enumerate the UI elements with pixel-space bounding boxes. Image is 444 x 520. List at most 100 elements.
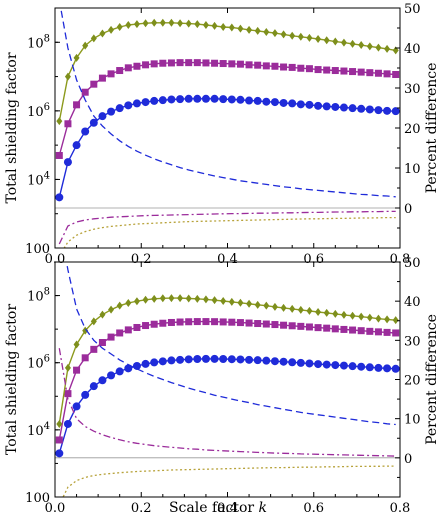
series-1-point-35 <box>357 68 365 76</box>
series-2-point-33 <box>340 310 347 319</box>
series-0-point-14 <box>176 95 185 104</box>
right-tick-label-3: 30 <box>404 82 421 97</box>
series-2-point-30 <box>315 34 322 43</box>
right-axis-title: Percent difference <box>424 314 440 445</box>
series-2-point-3 <box>82 326 89 335</box>
series-0-point-15 <box>184 94 193 103</box>
series-2-point-31 <box>323 36 330 45</box>
series-0-point-17 <box>201 354 210 363</box>
series-2-point-21 <box>237 298 244 307</box>
series-2-point-11 <box>151 18 158 27</box>
series-1-point-18 <box>211 59 219 67</box>
series-0-point-4 <box>89 118 98 127</box>
series-1-point-32 <box>331 325 339 333</box>
series-1-point-19 <box>219 60 227 68</box>
series-0-point-22 <box>245 355 254 364</box>
series-3-dashed-line <box>60 8 396 198</box>
series-0-point-2 <box>72 402 81 411</box>
series-1-point-30 <box>314 324 322 332</box>
series-0-point-16 <box>193 94 202 103</box>
series-1-point-15 <box>185 59 193 67</box>
tick-base: 10 <box>27 290 44 305</box>
series-0-point-38 <box>383 106 392 115</box>
series-1-point-9 <box>133 62 141 70</box>
series-1-point-38 <box>383 328 391 336</box>
series-0-point-30 <box>314 360 323 369</box>
left-tick-label-1: 104 <box>27 170 50 188</box>
series-0-point-9 <box>132 99 141 108</box>
series-1-point-3 <box>81 88 89 96</box>
series-0-point-5 <box>98 112 107 121</box>
series-0-point-29 <box>305 359 314 368</box>
series-1-point-29 <box>305 65 313 73</box>
series-1-point-12 <box>159 319 167 327</box>
series-0-point-6 <box>107 371 116 380</box>
x-axis-label-text: Scale factor <box>169 500 259 516</box>
series-2-point-10 <box>142 19 149 28</box>
series-2-point-34 <box>349 39 356 48</box>
plot-area <box>55 8 400 248</box>
series-0-point-5 <box>98 376 107 385</box>
series-1-point-2 <box>73 366 81 374</box>
series-1-point-4 <box>90 345 98 353</box>
series-1-line <box>58 61 396 156</box>
right-tick-label-0: 0 <box>404 452 412 467</box>
series-2-line <box>58 22 396 122</box>
series-2-point-35 <box>358 312 365 321</box>
series-0-point-1 <box>63 419 72 428</box>
series-0-point-36 <box>365 363 374 372</box>
series-1-point-19 <box>219 318 227 326</box>
series-2-point-7 <box>116 301 123 310</box>
series-0-line <box>58 358 396 454</box>
series-0-point-3 <box>81 127 90 136</box>
series-0-point-38 <box>383 364 392 373</box>
series-1-point-1 <box>64 120 72 128</box>
x-tick-label-0: 0.0 <box>45 501 66 516</box>
series-1-point-5 <box>98 339 106 347</box>
series-1-point-36 <box>366 327 374 335</box>
top-panel: 0.0 0.2 0.4 0.6 0.810010410610801020304050To… <box>4 2 440 267</box>
series-1-point-5 <box>98 74 106 82</box>
series-0-point-33 <box>339 103 348 112</box>
series-0-point-29 <box>305 100 314 109</box>
series-2-point-16 <box>194 294 201 303</box>
series-0-point-25 <box>270 98 279 107</box>
series-1-point-37 <box>374 328 382 336</box>
series-2-point-24 <box>263 301 270 310</box>
series-0-point-6 <box>107 107 116 116</box>
series-0-point-28 <box>296 100 305 109</box>
series-0-point-31 <box>322 102 331 111</box>
right-axis-title: Percent difference <box>424 63 440 194</box>
right-tick-label-1: 10 <box>404 162 421 177</box>
series-1-point-14 <box>176 59 184 67</box>
series-2-point-18 <box>211 21 218 30</box>
series-0-point-9 <box>132 361 141 370</box>
series-1-point-36 <box>366 69 374 77</box>
series-1-point-31 <box>323 66 331 74</box>
series-0-point-26 <box>279 98 288 107</box>
x-tick-label-2: 0.4 <box>217 501 238 516</box>
series-0-point-20 <box>227 95 236 104</box>
series-1-point-32 <box>331 67 339 75</box>
series-0-point-31 <box>322 360 331 369</box>
series-1-point-34 <box>349 68 357 76</box>
series-0-point-36 <box>365 105 374 114</box>
series-0-point-12 <box>158 357 167 366</box>
series-2-point-2 <box>73 53 80 62</box>
left-tick-label-1: 104 <box>27 421 50 439</box>
series-1-point-28 <box>297 322 305 330</box>
series-2-point-38 <box>384 44 391 53</box>
series-0-point-19 <box>219 355 228 364</box>
left-tick-label-3: 108 <box>27 287 50 305</box>
series-1-point-8 <box>124 326 132 334</box>
series-1-point-17 <box>202 59 210 67</box>
plot-area <box>55 262 400 497</box>
series-0-point-13 <box>167 356 176 365</box>
series-1-point-27 <box>288 322 296 330</box>
series-2-point-1 <box>64 72 71 81</box>
tick-exponent: 4 <box>44 170 50 181</box>
series-2-point-0 <box>56 419 63 428</box>
series-5-dotted-line <box>62 465 396 497</box>
series-2-point-29 <box>306 306 313 315</box>
series-2-point-20 <box>228 297 235 306</box>
